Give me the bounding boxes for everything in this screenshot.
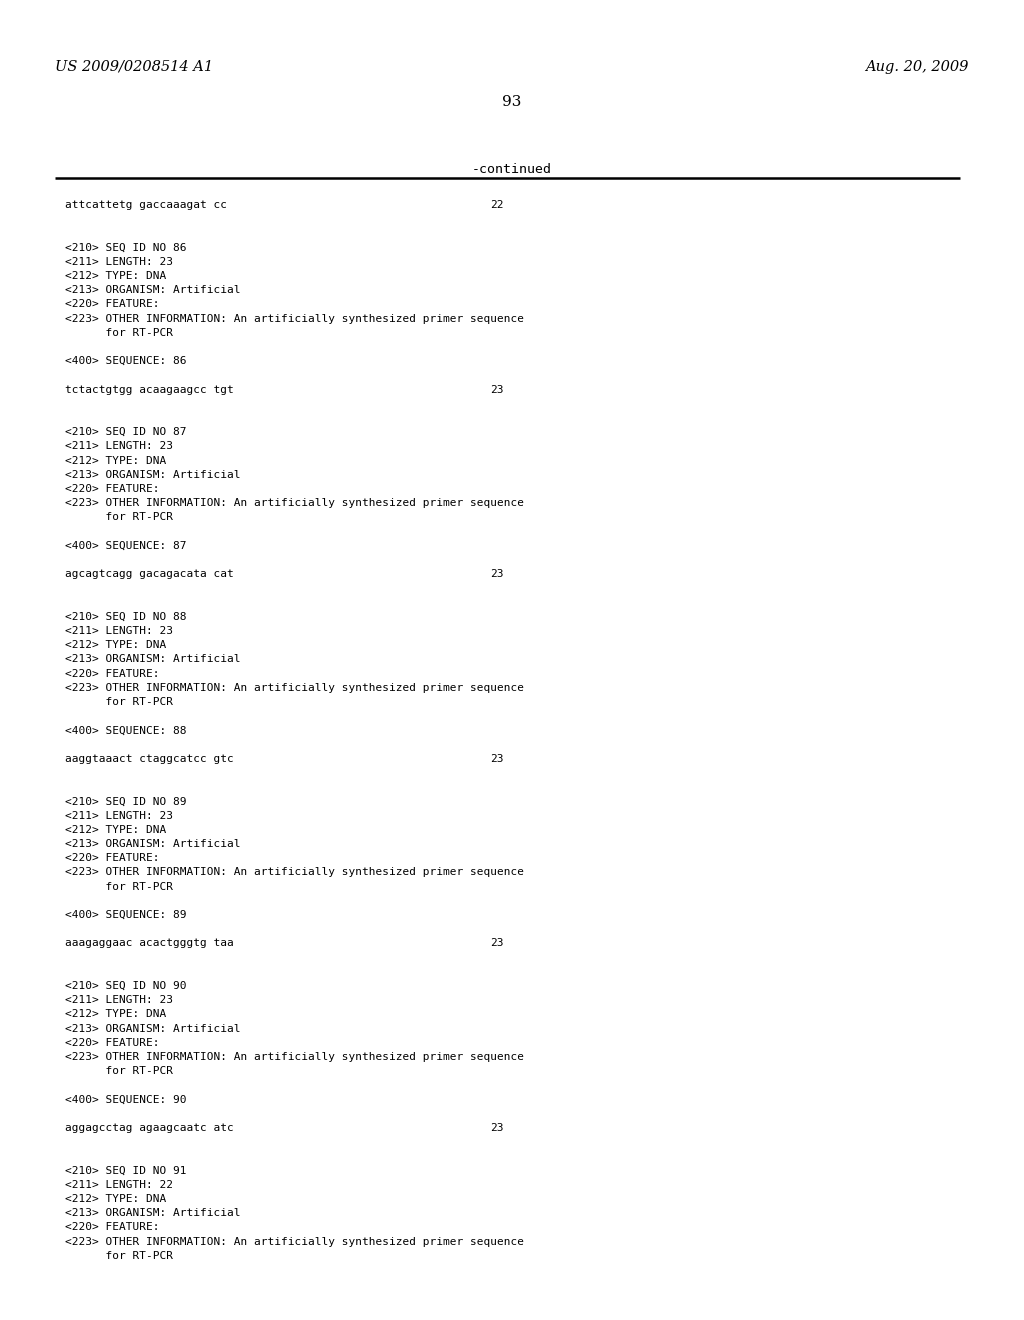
Text: aggagcctag agaagcaatc atc: aggagcctag agaagcaatc atc	[65, 1123, 233, 1133]
Text: 93: 93	[503, 95, 521, 110]
Text: <223> OTHER INFORMATION: An artificially synthesized primer sequence: <223> OTHER INFORMATION: An artificially…	[65, 314, 524, 323]
Text: <212> TYPE: DNA: <212> TYPE: DNA	[65, 271, 166, 281]
Text: <213> ORGANISM: Artificial: <213> ORGANISM: Artificial	[65, 285, 241, 296]
Text: <210> SEQ ID NO 91: <210> SEQ ID NO 91	[65, 1166, 186, 1176]
Text: <210> SEQ ID NO 88: <210> SEQ ID NO 88	[65, 611, 186, 622]
Text: for RT-PCR: for RT-PCR	[65, 1067, 173, 1076]
Text: for RT-PCR: for RT-PCR	[65, 697, 173, 708]
Text: for RT-PCR: for RT-PCR	[65, 512, 173, 523]
Text: <212> TYPE: DNA: <212> TYPE: DNA	[65, 825, 166, 834]
Text: 23: 23	[490, 754, 504, 764]
Text: agcagtcagg gacagacata cat: agcagtcagg gacagacata cat	[65, 569, 233, 579]
Text: US 2009/0208514 A1: US 2009/0208514 A1	[55, 59, 213, 74]
Text: <223> OTHER INFORMATION: An artificially synthesized primer sequence: <223> OTHER INFORMATION: An artificially…	[65, 1237, 524, 1246]
Text: <210> SEQ ID NO 87: <210> SEQ ID NO 87	[65, 428, 186, 437]
Text: <210> SEQ ID NO 89: <210> SEQ ID NO 89	[65, 796, 186, 807]
Text: <212> TYPE: DNA: <212> TYPE: DNA	[65, 640, 166, 651]
Text: <400> SEQUENCE: 86: <400> SEQUENCE: 86	[65, 356, 186, 366]
Text: <400> SEQUENCE: 90: <400> SEQUENCE: 90	[65, 1094, 186, 1105]
Text: for RT-PCR: for RT-PCR	[65, 1251, 173, 1261]
Text: <211> LENGTH: 23: <211> LENGTH: 23	[65, 257, 173, 267]
Text: for RT-PCR: for RT-PCR	[65, 327, 173, 338]
Text: <211> LENGTH: 23: <211> LENGTH: 23	[65, 441, 173, 451]
Text: <220> FEATURE:: <220> FEATURE:	[65, 669, 160, 678]
Text: <213> ORGANISM: Artificial: <213> ORGANISM: Artificial	[65, 840, 241, 849]
Text: Aug. 20, 2009: Aug. 20, 2009	[864, 59, 968, 74]
Text: <211> LENGTH: 23: <211> LENGTH: 23	[65, 995, 173, 1006]
Text: <223> OTHER INFORMATION: An artificially synthesized primer sequence: <223> OTHER INFORMATION: An artificially…	[65, 682, 524, 693]
Text: <223> OTHER INFORMATION: An artificially synthesized primer sequence: <223> OTHER INFORMATION: An artificially…	[65, 498, 524, 508]
Text: <211> LENGTH: 23: <211> LENGTH: 23	[65, 626, 173, 636]
Text: <213> ORGANISM: Artificial: <213> ORGANISM: Artificial	[65, 1208, 241, 1218]
Text: -continued: -continued	[472, 162, 552, 176]
Text: 23: 23	[490, 384, 504, 395]
Text: <212> TYPE: DNA: <212> TYPE: DNA	[65, 1195, 166, 1204]
Text: <220> FEATURE:: <220> FEATURE:	[65, 853, 160, 863]
Text: for RT-PCR: for RT-PCR	[65, 882, 173, 891]
Text: <400> SEQUENCE: 89: <400> SEQUENCE: 89	[65, 909, 186, 920]
Text: <211> LENGTH: 22: <211> LENGTH: 22	[65, 1180, 173, 1189]
Text: <213> ORGANISM: Artificial: <213> ORGANISM: Artificial	[65, 1023, 241, 1034]
Text: <223> OTHER INFORMATION: An artificially synthesized primer sequence: <223> OTHER INFORMATION: An artificially…	[65, 867, 524, 878]
Text: 23: 23	[490, 939, 504, 948]
Text: <400> SEQUENCE: 87: <400> SEQUENCE: 87	[65, 541, 186, 550]
Text: <220> FEATURE:: <220> FEATURE:	[65, 484, 160, 494]
Text: <220> FEATURE:: <220> FEATURE:	[65, 300, 160, 309]
Text: <210> SEQ ID NO 90: <210> SEQ ID NO 90	[65, 981, 186, 991]
Text: aaagaggaac acactgggtg taa: aaagaggaac acactgggtg taa	[65, 939, 233, 948]
Text: 23: 23	[490, 569, 504, 579]
Text: 23: 23	[490, 1123, 504, 1133]
Text: attcattetg gaccaaagat cc: attcattetg gaccaaagat cc	[65, 201, 227, 210]
Text: <213> ORGANISM: Artificial: <213> ORGANISM: Artificial	[65, 655, 241, 664]
Text: <210> SEQ ID NO 86: <210> SEQ ID NO 86	[65, 243, 186, 252]
Text: <223> OTHER INFORMATION: An artificially synthesized primer sequence: <223> OTHER INFORMATION: An artificially…	[65, 1052, 524, 1063]
Text: aaggtaaact ctaggcatcc gtc: aaggtaaact ctaggcatcc gtc	[65, 754, 233, 764]
Text: 22: 22	[490, 201, 504, 210]
Text: tctactgtgg acaagaagcc tgt: tctactgtgg acaagaagcc tgt	[65, 384, 233, 395]
Text: <212> TYPE: DNA: <212> TYPE: DNA	[65, 455, 166, 466]
Text: <212> TYPE: DNA: <212> TYPE: DNA	[65, 1010, 166, 1019]
Text: <400> SEQUENCE: 88: <400> SEQUENCE: 88	[65, 726, 186, 735]
Text: <220> FEATURE:: <220> FEATURE:	[65, 1038, 160, 1048]
Text: <213> ORGANISM: Artificial: <213> ORGANISM: Artificial	[65, 470, 241, 479]
Text: <220> FEATURE:: <220> FEATURE:	[65, 1222, 160, 1233]
Text: <211> LENGTH: 23: <211> LENGTH: 23	[65, 810, 173, 821]
